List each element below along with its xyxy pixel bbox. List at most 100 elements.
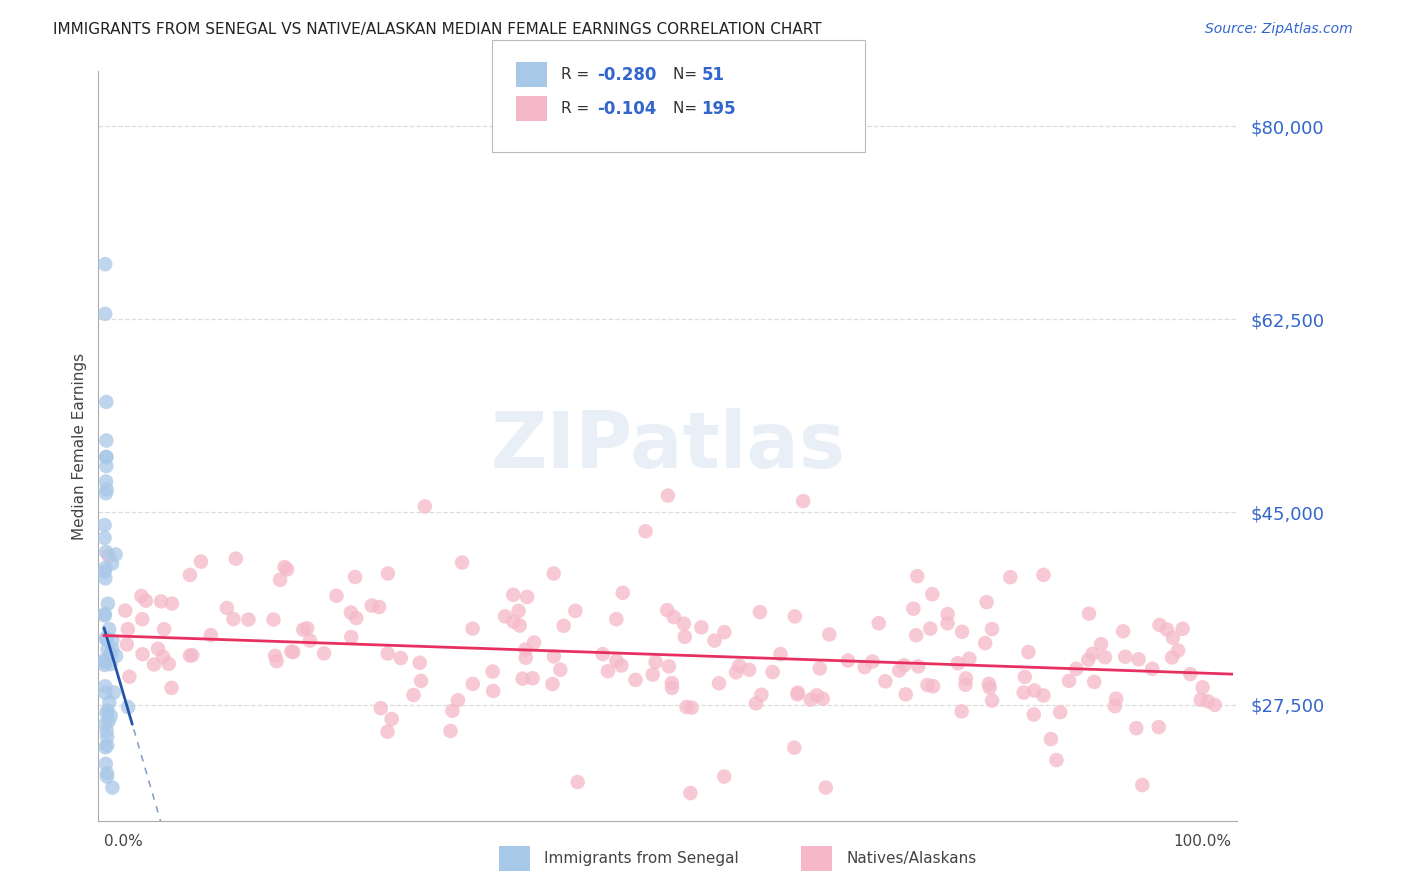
Point <box>101 633 124 648</box>
Point <box>955 678 977 692</box>
Point <box>655 603 678 617</box>
Point <box>1094 650 1116 665</box>
Point <box>1161 631 1184 645</box>
Point <box>1039 732 1062 747</box>
Point <box>360 599 382 613</box>
Text: 51: 51 <box>702 66 724 84</box>
Point <box>143 657 166 672</box>
Text: 100.0%: 100.0% <box>1174 834 1232 849</box>
Point <box>295 621 318 635</box>
Point <box>1149 618 1171 632</box>
Point <box>641 667 664 681</box>
Point <box>96 706 118 721</box>
Point <box>96 642 118 657</box>
Point <box>117 622 139 636</box>
Point <box>98 622 121 636</box>
Point <box>97 714 120 729</box>
Point <box>724 665 747 680</box>
Point <box>1057 673 1080 688</box>
Point <box>1077 653 1099 667</box>
Point <box>1104 699 1126 714</box>
Point <box>675 700 697 714</box>
Point <box>922 679 945 693</box>
Point <box>921 587 943 601</box>
Point <box>1083 674 1105 689</box>
Point <box>93 653 115 667</box>
Point <box>381 712 404 726</box>
Text: Immigrants from Senegal: Immigrants from Senegal <box>544 851 740 865</box>
Point <box>115 638 138 652</box>
Point <box>920 622 942 636</box>
Point <box>1128 652 1150 666</box>
Point <box>1017 645 1039 659</box>
Point <box>96 482 118 496</box>
Point <box>94 740 117 755</box>
Text: R =: R = <box>561 102 595 116</box>
Point <box>893 658 915 673</box>
Point <box>1012 685 1035 699</box>
Point <box>441 704 464 718</box>
Point <box>368 599 391 614</box>
Point <box>713 625 735 640</box>
Point <box>1156 623 1178 637</box>
Point <box>340 630 363 644</box>
Point <box>389 651 412 665</box>
Point <box>946 657 969 671</box>
Point <box>135 593 157 607</box>
Point <box>974 636 997 650</box>
Point <box>100 709 122 723</box>
Point <box>703 633 725 648</box>
Point <box>96 730 118 744</box>
Text: 0.0%: 0.0% <box>104 834 143 849</box>
Point <box>96 434 118 448</box>
Point <box>292 623 315 637</box>
Point <box>157 657 180 671</box>
Point <box>564 604 586 618</box>
Point <box>94 561 117 575</box>
Point <box>713 770 735 784</box>
Point <box>612 586 634 600</box>
Point <box>792 494 814 508</box>
Point <box>451 556 474 570</box>
Point <box>100 657 122 671</box>
Point <box>96 632 118 647</box>
Point <box>238 613 260 627</box>
Point <box>160 597 183 611</box>
Point <box>1197 694 1219 708</box>
Point <box>894 687 917 701</box>
Point <box>541 677 564 691</box>
Text: -0.104: -0.104 <box>598 100 657 118</box>
Point <box>96 450 118 464</box>
Point <box>150 594 173 608</box>
Point <box>101 780 124 795</box>
Point <box>979 681 1001 695</box>
Point <box>977 677 1000 691</box>
Point <box>100 646 122 660</box>
Point <box>936 607 959 622</box>
Point <box>1130 778 1153 792</box>
Point <box>97 597 120 611</box>
Point <box>179 648 201 663</box>
Point <box>1147 720 1170 734</box>
Point <box>94 307 117 321</box>
Point <box>905 628 928 642</box>
Point <box>1189 692 1212 706</box>
Point <box>889 664 911 678</box>
Point <box>153 622 176 636</box>
Point <box>494 609 516 624</box>
Point <box>1090 637 1112 651</box>
Point <box>957 651 980 665</box>
Point <box>200 628 222 642</box>
Point <box>728 658 751 673</box>
Point <box>515 650 537 665</box>
Point <box>592 647 614 661</box>
Point <box>94 475 117 489</box>
Point <box>96 395 118 409</box>
Point <box>1167 643 1189 657</box>
Point <box>344 570 367 584</box>
Point <box>94 631 117 645</box>
Point <box>837 654 859 668</box>
Point <box>94 486 117 500</box>
Point <box>1161 650 1184 665</box>
Point <box>681 700 703 714</box>
